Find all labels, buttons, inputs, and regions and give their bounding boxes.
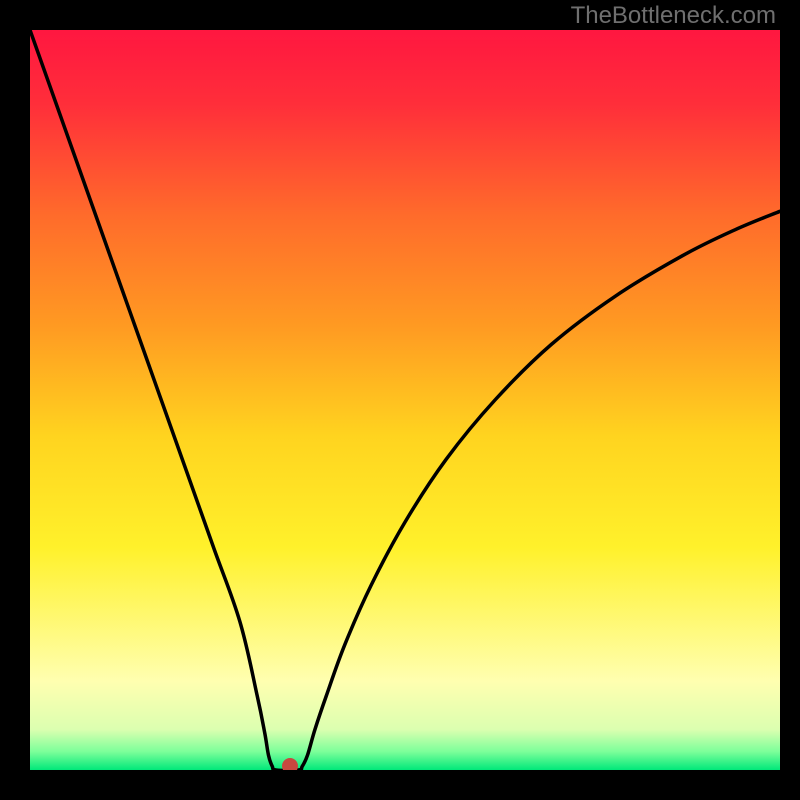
bottleneck-curve (30, 30, 780, 770)
chart-container: TheBottleneck.com (0, 0, 800, 800)
selection-marker (282, 758, 298, 770)
plot-area (30, 30, 780, 770)
watermark-text: TheBottleneck.com (571, 2, 776, 30)
frame-right (780, 0, 800, 800)
frame-bottom (0, 770, 800, 800)
frame-left (0, 0, 30, 800)
